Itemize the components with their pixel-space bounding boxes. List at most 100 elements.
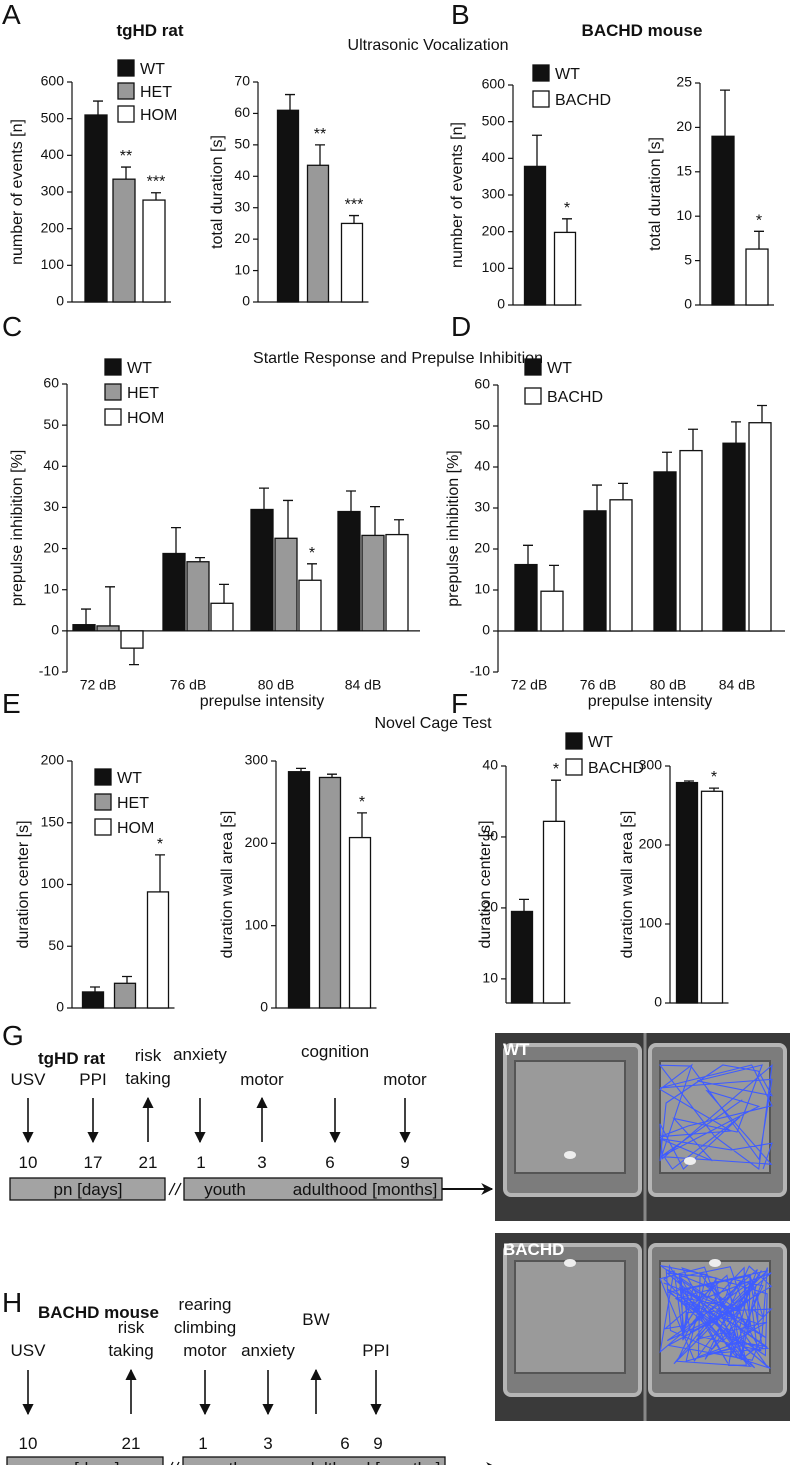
legend-swatch: [532, 64, 550, 82]
legend-swatch: [524, 358, 542, 376]
y-tick-label: 200: [639, 836, 663, 852]
y-tick-label: 50: [234, 136, 250, 152]
error-bar: [618, 482, 628, 500]
y-tick-label: 600: [482, 76, 506, 92]
event-label: taking: [125, 1069, 170, 1088]
error-bar: [307, 563, 317, 581]
error-bar: [171, 526, 181, 554]
bar: [318, 776, 342, 1009]
error-bar: [370, 505, 380, 536]
y-tick-label: 600: [41, 73, 65, 89]
error-bar: [105, 586, 115, 626]
error-bar: [532, 134, 542, 167]
event-label: climbing: [174, 1318, 236, 1337]
y-axis-label: prepulse inhibition [%]: [445, 450, 462, 607]
x-axis-label: prepulse intensity: [200, 693, 325, 710]
y-tick-label: 40: [43, 457, 59, 473]
legend-swatch: [104, 358, 122, 376]
significance: **: [314, 126, 326, 143]
bar: [361, 534, 385, 632]
y-tick-label: 10: [234, 261, 250, 277]
bar: [700, 790, 724, 1004]
error-bar: [219, 583, 229, 604]
y-tick-label: -10: [470, 663, 490, 679]
legend-label: WT: [117, 770, 142, 787]
timeline-bar: [182, 1456, 446, 1465]
bar: [542, 820, 566, 1004]
bar: [306, 164, 330, 303]
panel-heading: tgHD rat: [116, 21, 183, 40]
bar: [274, 537, 298, 632]
timeline-bar: [9, 1177, 166, 1201]
legend-swatch: [117, 59, 135, 77]
bar: [81, 991, 105, 1009]
bar: [113, 982, 137, 1009]
timeline-tick: 17: [84, 1153, 103, 1172]
timeline-title: tgHD rat: [38, 1049, 105, 1068]
panel-letter: A: [2, 0, 21, 30]
timeline-tick: 21: [139, 1153, 158, 1172]
panel-heading: BACHD mouse: [582, 21, 703, 40]
x-tick-label: 80 dB: [650, 677, 687, 693]
y-axis-label: total duration [s]: [209, 135, 226, 249]
bar: [298, 579, 322, 632]
y-axis-label: duration wall area [s]: [619, 811, 636, 959]
x-axis-label: prepulse intensity: [588, 693, 713, 710]
y-axis-label: number of events [n]: [449, 122, 466, 268]
y-tick-label: 5: [684, 251, 692, 267]
x-tick-label: 84 dB: [719, 677, 756, 693]
error-bar: [731, 421, 741, 444]
error-bar: [549, 564, 559, 592]
x-tick-label: 84 dB: [345, 677, 382, 693]
event-label: rearing: [179, 1295, 232, 1314]
y-axis-label: duration center [s]: [477, 820, 494, 948]
timeline-tick: 3: [257, 1153, 266, 1172]
error-bar: [259, 487, 269, 510]
track: [658, 1063, 774, 1170]
y-tick-label: 20: [43, 539, 59, 555]
significance: *: [553, 761, 559, 778]
event-label: risk: [118, 1318, 145, 1337]
bar: [679, 449, 703, 632]
error-bar: [155, 854, 165, 892]
legend-label: BACHD: [588, 760, 644, 777]
timeline-bar-label: youth: [204, 1180, 246, 1199]
bar: [112, 178, 136, 303]
y-tick-label: -10: [39, 663, 59, 679]
error-bar: [93, 100, 103, 115]
bar: [120, 630, 144, 649]
event-label: cognition: [301, 1042, 369, 1061]
legend-swatch: [104, 408, 122, 426]
y-tick-label: 60: [474, 376, 490, 392]
event-label: PPI: [362, 1341, 389, 1360]
event-label: anxiety: [173, 1045, 227, 1064]
event-label: USV: [11, 1070, 47, 1089]
bar: [553, 231, 577, 306]
timeline-tick: 21: [122, 1434, 141, 1453]
y-tick-label: 50: [474, 417, 490, 433]
y-tick-label: 10: [43, 580, 59, 596]
significance: *: [309, 545, 315, 562]
error-bar: [551, 779, 561, 822]
section-title: Novel Cage Test: [374, 715, 492, 732]
y-tick-label: 200: [245, 834, 269, 850]
significance: ***: [345, 197, 364, 214]
error-bar: [285, 93, 295, 111]
panel-letter: F: [451, 688, 468, 719]
y-axis-label: number of events [n]: [9, 119, 26, 265]
error-bar: [662, 451, 672, 472]
y-tick-label: 0: [56, 999, 64, 1015]
y-tick-label: 30: [234, 198, 250, 214]
x-tick-label: 76 dB: [170, 677, 207, 693]
y-tick-label: 60: [43, 375, 59, 391]
bar: [348, 836, 372, 1009]
bar: [510, 910, 534, 1004]
legend-label: WT: [547, 360, 572, 377]
y-tick-label: 0: [654, 994, 662, 1010]
error-bar: [151, 192, 161, 201]
timeline-tick: 6: [325, 1153, 334, 1172]
cage-floor: [659, 1060, 771, 1174]
y-tick-label: 50: [43, 416, 59, 432]
event-label: PPI: [79, 1070, 106, 1089]
